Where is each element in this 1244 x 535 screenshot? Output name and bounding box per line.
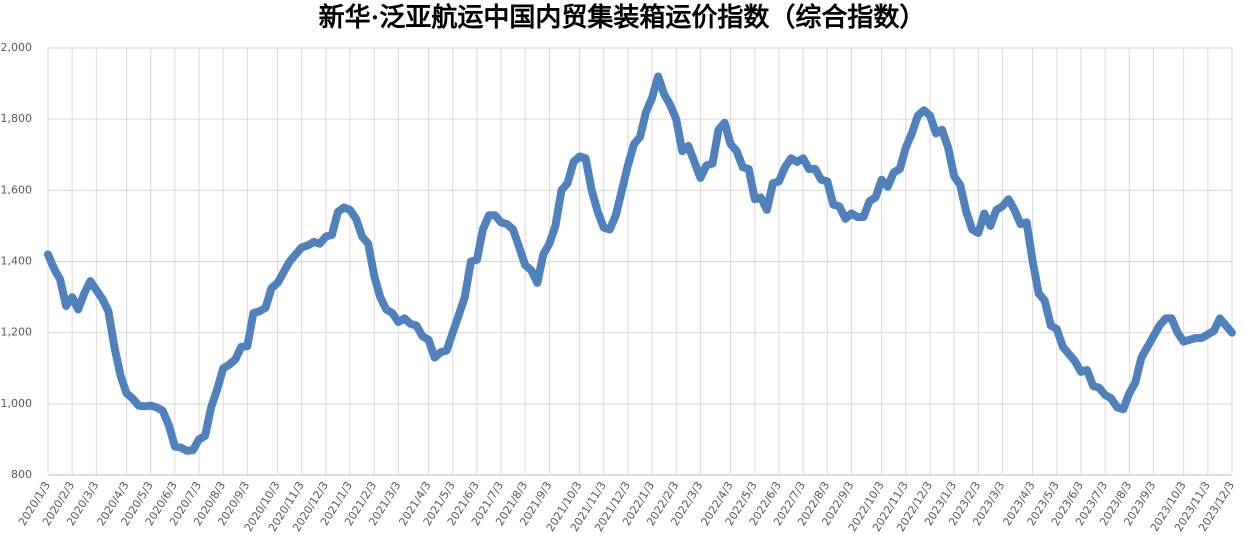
y-tick-label: 1,200 [1, 326, 33, 339]
y-tick-label: 1,400 [1, 255, 33, 268]
chart-title: 新华·泛亚航运中国内贸集装箱运价指数（综合指数） [319, 2, 926, 32]
y-tick-label: 2,000 [1, 41, 33, 54]
y-tick-label: 800 [11, 468, 32, 481]
y-tick-label: 1,000 [1, 397, 33, 410]
y-tick-label: 1,600 [1, 183, 33, 196]
y-tick-label: 1,800 [1, 112, 33, 125]
data-line [44, 72, 1236, 455]
